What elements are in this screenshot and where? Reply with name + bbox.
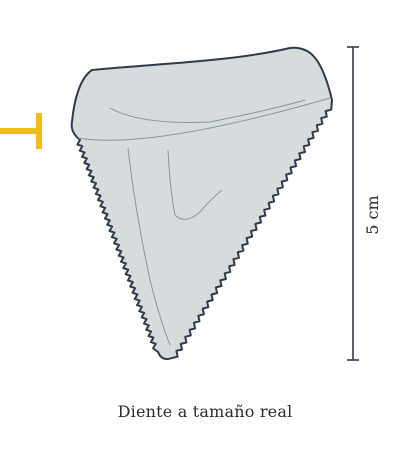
inner-ridge-left: [127, 147, 171, 346]
yellow-marker-tick: [36, 113, 42, 149]
inner-ridge-right: [167, 149, 223, 220]
yellow-marker-bar: [0, 128, 40, 134]
caption: Diente a tamaño real: [117, 402, 293, 421]
scale-bar: 5 cm: [347, 46, 382, 361]
yellow-marker: [0, 113, 42, 149]
enamel-line: [77, 97, 331, 141]
scale-label: 5 cm: [363, 195, 382, 234]
root-contour: [109, 99, 306, 123]
tooth-body: [70, 46, 333, 361]
